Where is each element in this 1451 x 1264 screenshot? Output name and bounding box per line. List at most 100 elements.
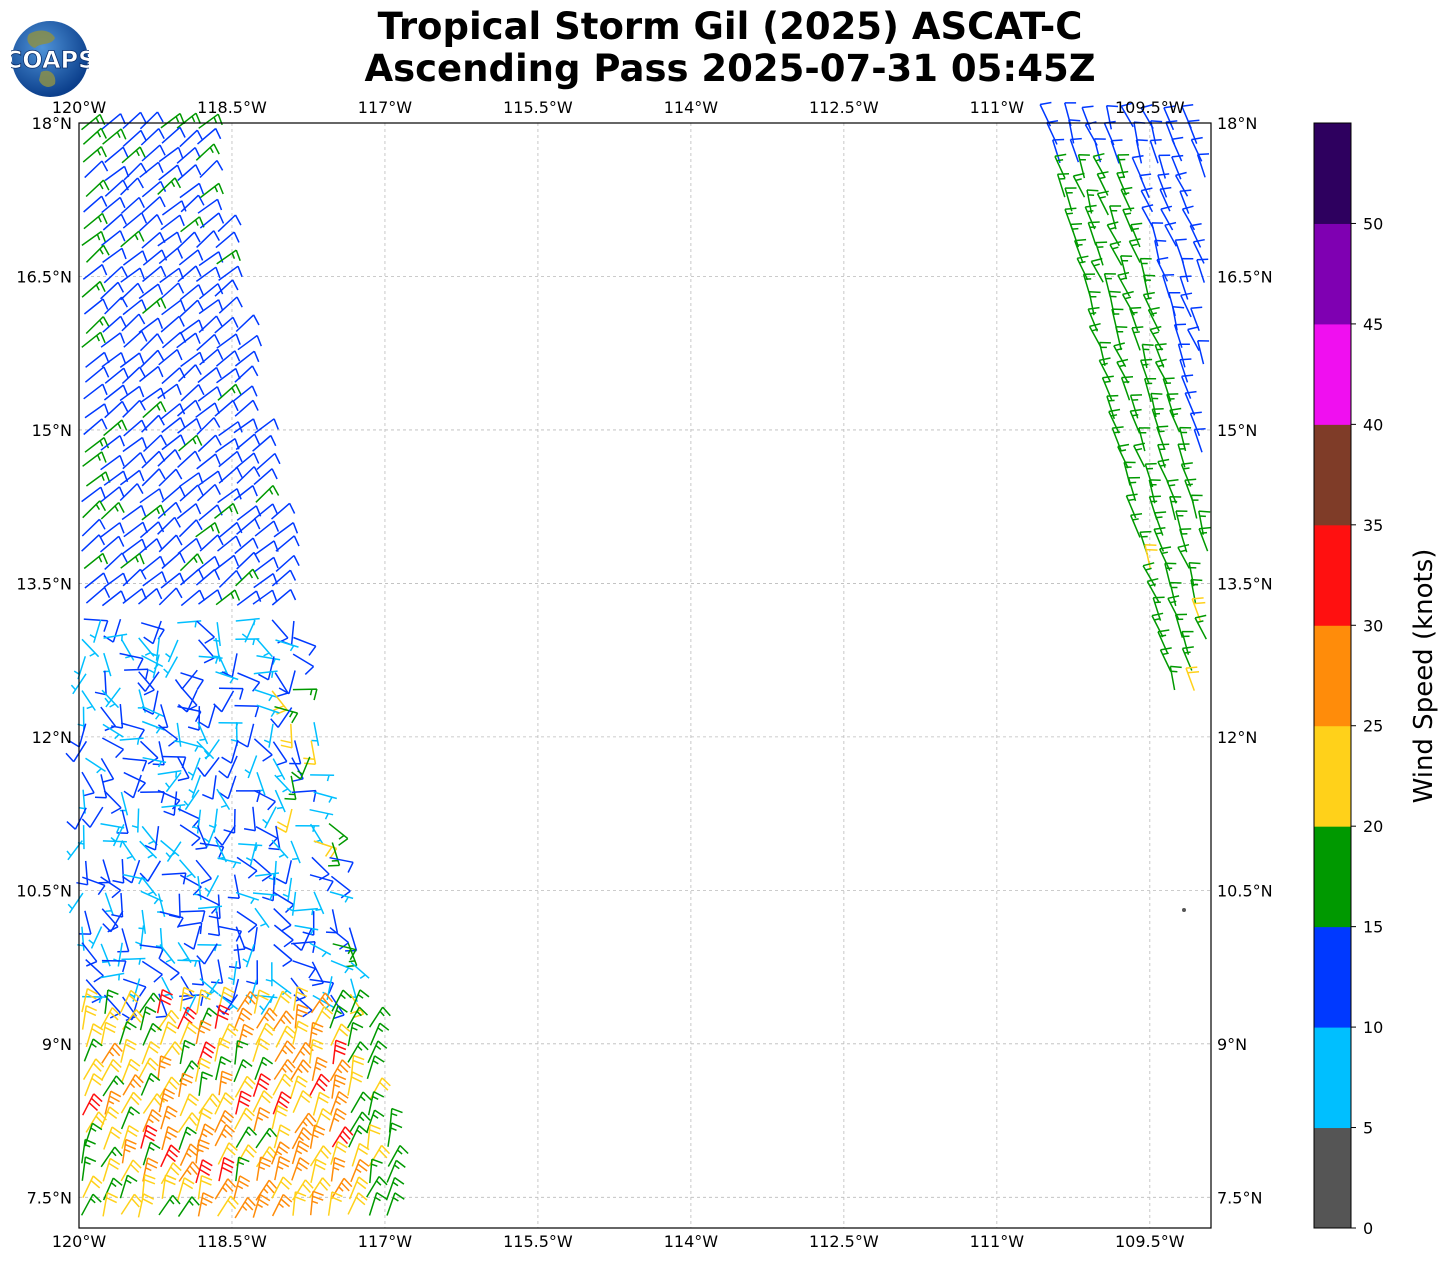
wind-barb [237,334,262,351]
wind-barb [141,468,166,487]
wind-barb [294,1003,309,1029]
logo-text: COAPS [11,46,89,74]
wind-barb [83,1038,103,1062]
axis-tick-labels: 120°W 120°W 118.5°W 118.5°W 117°W 117°W 115.5°… [16,98,1272,1251]
wind-barb [195,1019,212,1045]
wind-barb [65,740,88,763]
wind-barb [1179,275,1192,300]
colorbar-tick-label: 5 [1363,1119,1373,1138]
wind-barb [120,230,145,248]
wind-barb [1181,205,1196,231]
colorbar-tick-label: 25 [1363,717,1383,736]
wind-barb [161,872,187,885]
lat-tick-left: 7.5°N [27,1188,72,1207]
wind-barb [1196,258,1209,283]
wind-barb [217,1142,238,1165]
wind-barb [273,1059,296,1080]
wind-barb [141,196,166,214]
wind-barb [81,1138,96,1164]
wind-barb [292,960,316,979]
wind-barb [179,299,204,318]
wind-barb [141,414,165,433]
lat-tick-left: 9°N [42,1035,72,1054]
wind-barb [158,587,183,606]
lon-tick-top: 117°W [358,98,413,117]
wind-barb [161,1174,177,1199]
wind-barb [291,1127,313,1150]
wind-barb [287,891,297,916]
wind-barb [83,298,109,315]
wind-barb [262,806,277,829]
wind-barb [1144,462,1157,488]
wind-barb [101,1042,123,1064]
wind-barb [330,1023,351,1046]
wind-barb [140,622,165,640]
wind-barb [161,200,187,216]
wind-barb [1171,136,1184,162]
wind-barb [140,1124,158,1149]
wind-barb [197,1175,213,1200]
wind-barb [214,824,236,846]
wind-barb [197,198,223,214]
wind-barb [1109,240,1123,266]
wind-barb [292,928,313,951]
lon-tick-top: 109.5°W [1115,98,1185,117]
colorbar-bin [1314,826,1351,928]
wind-barb [235,638,260,646]
wind-barb [158,1076,181,1099]
wind-barb [311,961,324,987]
wind-barb [102,1177,123,1201]
wind-barb [214,399,239,417]
wind-barb [256,655,281,665]
colorbar-tick-label: 40 [1363,415,1383,434]
wind-barb [198,1071,213,1096]
wind-barb [252,589,278,605]
wind-barb [348,1176,369,1200]
wind-barb [192,809,202,834]
wind-barb [111,704,124,729]
wind-barb [116,809,129,834]
wind-barb [194,876,202,901]
wind-barb [177,537,202,555]
wind-barb [332,943,357,961]
wind-barb [309,1190,324,1216]
wind-barb [233,485,258,501]
wind-barb [103,265,128,284]
wind-barb [142,756,167,768]
wind-barb [292,688,318,701]
wind-barb [119,385,145,402]
wind-barb [274,1040,296,1062]
wind-barb [139,1006,157,1031]
wind-barb [198,639,215,664]
wind-barb [1076,255,1089,281]
wind-barb [332,1039,347,1065]
lon-tick-top: 118.5°W [197,98,267,117]
wind-barb [216,333,241,349]
wind-barb [254,556,279,573]
lat-tick-right: 7.5°N [1217,1188,1262,1207]
wind-barb [103,618,122,643]
wind-barb [139,161,164,178]
wind-barb [387,1144,409,1167]
wind-barb [179,484,204,502]
wind-barb [218,296,243,314]
wind-barb [274,672,289,698]
wind-barb [141,876,158,897]
wind-barb [350,1091,372,1114]
wind-barb [236,856,258,879]
wind-barb [119,469,145,486]
wind-barb [183,925,201,950]
wind-barb [178,1161,201,1182]
wind-barb [177,265,202,283]
wind-barb [85,244,110,263]
wind-barb [83,552,109,570]
wind-barb [100,1021,117,1047]
wind-barb [122,568,147,587]
wind-barb [1139,173,1152,198]
wind-barb [350,1054,365,1080]
wind-barb [85,586,111,604]
wind-barb [256,1156,272,1181]
wind-barb [120,1091,142,1114]
wind-barb [235,568,259,587]
wind-barb [141,705,165,720]
